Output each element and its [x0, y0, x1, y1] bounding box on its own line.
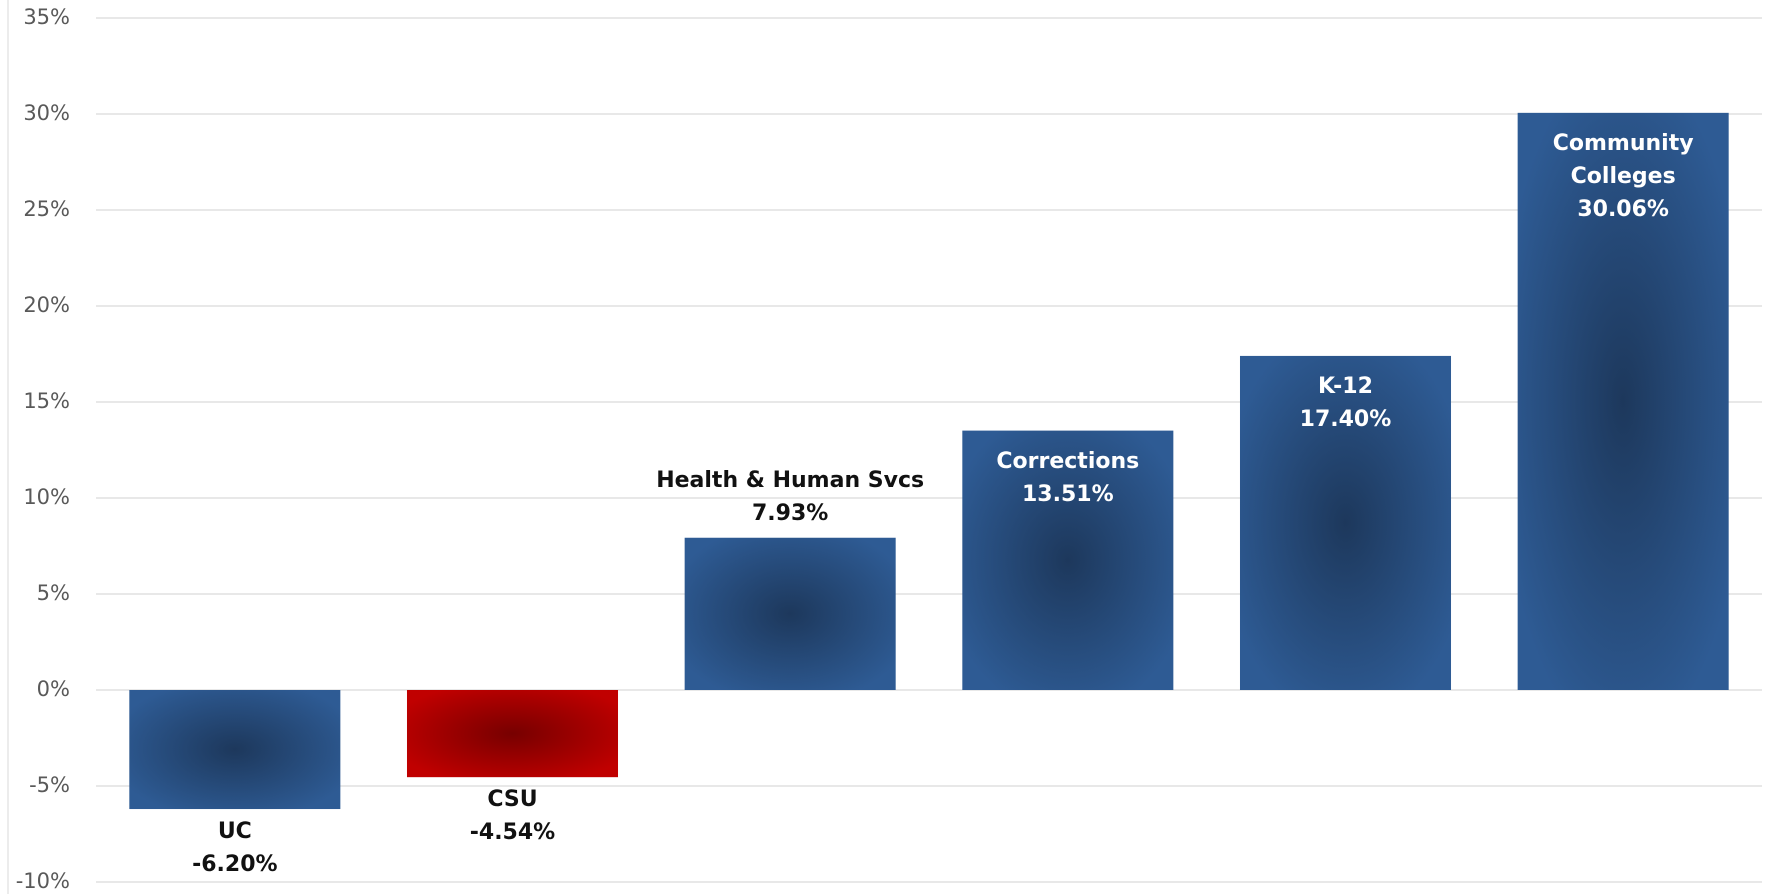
category-label: Corrections	[996, 448, 1140, 474]
y-tick-label: 15%	[23, 389, 70, 413]
value-label: -6.20%	[192, 852, 278, 878]
value-label: 7.93%	[751, 500, 829, 526]
y-tick-label: 0%	[37, 677, 70, 701]
value-label: 13.51%	[1022, 481, 1114, 507]
y-tick-label: 10%	[23, 485, 70, 509]
y-tick-label: 5%	[37, 581, 70, 605]
y-tick-label: 20%	[23, 293, 70, 317]
category-label: CSU	[487, 787, 538, 813]
data-label: Health & Human Svcs 7.93%	[590, 464, 990, 530]
data-label: Corrections 13.51%	[992, 445, 1144, 511]
category-label: Community Colleges	[1552, 130, 1694, 189]
bar	[962, 430, 1174, 690]
bar	[1517, 112, 1729, 690]
data-label: K-12 17.40%	[1270, 370, 1422, 436]
y-tick-label: -10%	[16, 869, 70, 893]
y-tick-label: 35%	[23, 5, 70, 29]
data-label: Community Colleges 30.06%	[1547, 127, 1699, 226]
value-label: 17.40%	[1299, 406, 1392, 432]
value-label: -4.54%	[469, 820, 556, 846]
y-tick-label: -5%	[29, 773, 70, 797]
category-label: Health & Human Svcs	[656, 467, 925, 493]
y-tick-label: 30%	[23, 101, 70, 125]
bar	[129, 690, 341, 810]
bar	[684, 537, 896, 690]
data-label: CSU -4.54%	[313, 783, 713, 849]
category-label: K-12	[1318, 373, 1373, 399]
category-label: UC	[217, 819, 252, 845]
bar	[1239, 355, 1452, 690]
data-label: UC -6.20%	[35, 815, 435, 881]
y-tick-label: 25%	[23, 197, 70, 221]
bar	[406, 690, 619, 778]
value-label: 30.06%	[1577, 196, 1669, 222]
